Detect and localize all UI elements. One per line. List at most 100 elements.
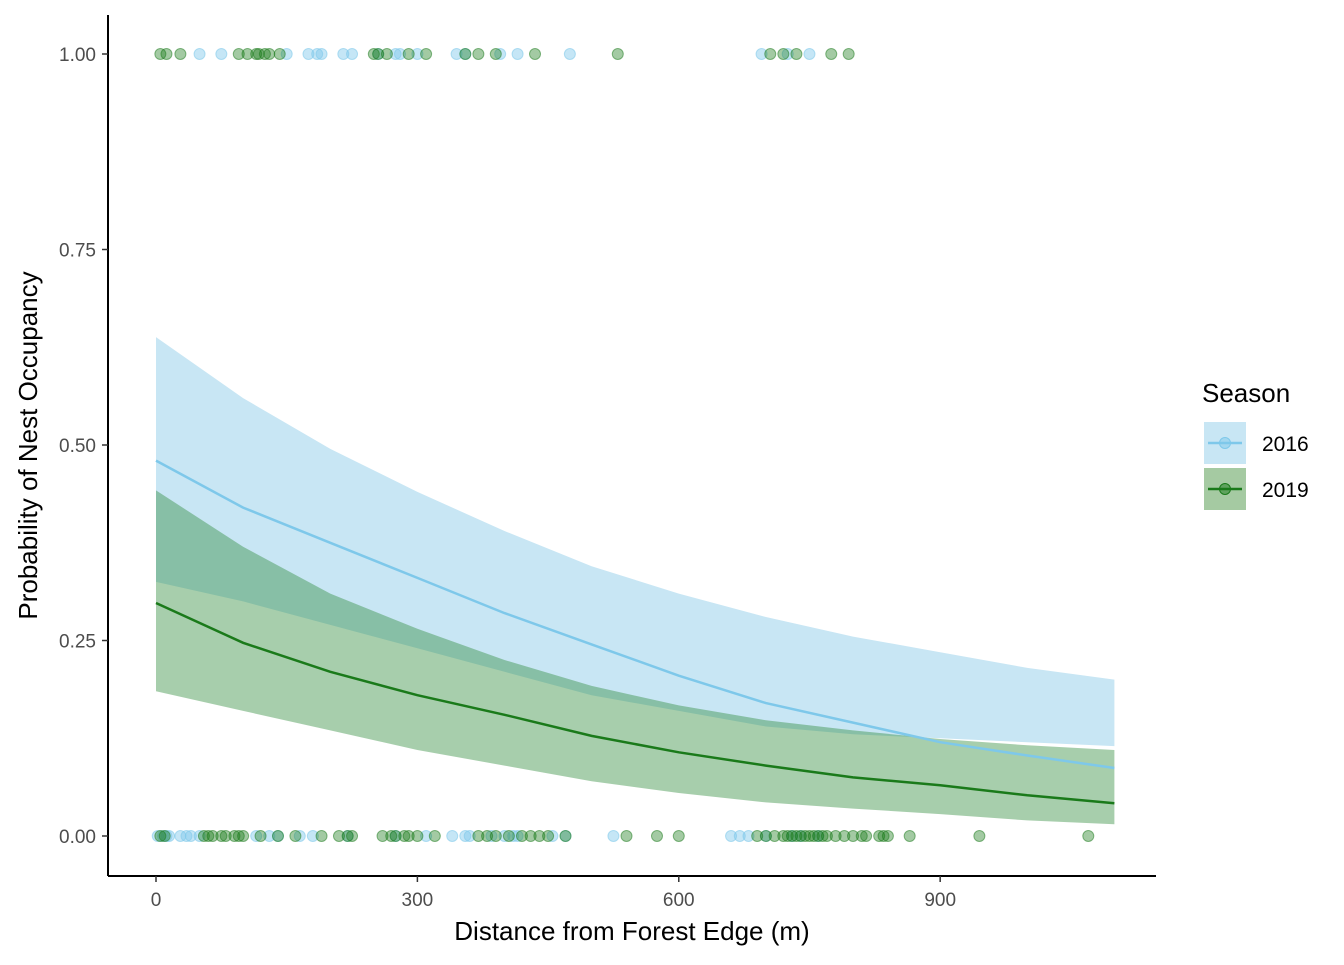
y-tick-label: 1.00 [59, 45, 96, 66]
point-2019-unoccupied [332, 830, 345, 842]
point-2019-unoccupied [472, 830, 485, 842]
point-2019-unoccupied [289, 830, 302, 842]
point-2019-occupied [459, 48, 472, 60]
point-2016-unoccupied [459, 830, 472, 842]
band-2019 [156, 490, 1115, 825]
point-2019-unoccupied [215, 830, 228, 842]
x-tick-label: 300 [402, 890, 434, 911]
point-2019-unoccupied [838, 830, 851, 842]
point-2019-occupied [380, 48, 393, 60]
point-2019-occupied [263, 48, 276, 60]
point-2019-occupied [790, 48, 803, 60]
point-2019-unoccupied [542, 830, 555, 842]
point-2019-unoccupied [398, 830, 411, 842]
point-2016-unoccupied [306, 830, 319, 842]
point-2019-unoccupied [315, 830, 328, 842]
y-axis-ticks: 0.00 0.25 0.50 0.75 1.00 [59, 45, 108, 848]
point-2019-occupied [777, 48, 790, 60]
point-2019-unoccupied [411, 830, 424, 842]
point-2016-occupied [315, 48, 328, 60]
legend-label-2016: 2016 [1262, 433, 1309, 456]
point-2016-unoccupied [485, 830, 498, 842]
point-2019-unoccupied [807, 830, 820, 842]
point-2019-occupied [252, 48, 265, 60]
point-2016-unoccupied [546, 830, 559, 842]
point-2019-unoccupied [860, 830, 873, 842]
point-2019-unoccupied [829, 830, 842, 842]
point-2016-occupied [494, 48, 507, 60]
point-2019-unoccupied [799, 830, 812, 842]
point-2016-occupied [450, 48, 463, 60]
point-2019-unoccupied [803, 830, 816, 842]
point-2019-unoccupied [816, 830, 829, 842]
y-tick-label: 0.75 [59, 241, 96, 262]
point-2019-unoccupied [786, 830, 799, 842]
point-2019-unoccupied [1082, 830, 1095, 842]
point-2019-unoccupied [481, 830, 494, 842]
x-tick-label: 600 [663, 890, 695, 911]
point-2019-occupied [160, 48, 173, 60]
point-2019-unoccupied [232, 830, 245, 842]
x-tick-label: 0 [151, 890, 162, 911]
point-2019-unoccupied [219, 830, 232, 842]
point-2016-occupied [389, 48, 402, 60]
point-2019-unoccupied [820, 830, 833, 842]
point-2016-occupied [215, 48, 228, 60]
point-2016-occupied [755, 48, 768, 60]
x-axis-ticks: 0 300 600 900 [151, 876, 956, 911]
point-2019-unoccupied [271, 830, 284, 842]
point-2019-unoccupied [855, 830, 868, 842]
point-2019-unoccupied [812, 830, 825, 842]
point-2016-unoccupied [174, 830, 187, 842]
point-2016-occupied [563, 48, 576, 60]
point-2019-occupied [232, 48, 245, 60]
point-2019-unoccupied [237, 830, 250, 842]
point-2019-unoccupied [781, 830, 794, 842]
point-2019-unoccupied [768, 830, 781, 842]
point-2016-unoccupied [742, 830, 755, 842]
point-2016-unoccupied [733, 830, 746, 842]
y-tick-label: 0.50 [59, 436, 96, 457]
point-2019-occupied [154, 48, 167, 60]
point-2016-occupied [337, 48, 350, 60]
point-2019-unoccupied [751, 830, 764, 842]
point-2019-unoccupied [847, 830, 860, 842]
point-2019-unoccupied [790, 830, 803, 842]
fit-lines [155, 459, 1115, 805]
point-2019-unoccupied [341, 830, 354, 842]
point-2016-unoccupied [446, 830, 459, 842]
point-2019-occupied [250, 48, 263, 60]
point-2019-unoccupied [524, 830, 537, 842]
point-2016-unoccupied [498, 830, 511, 842]
y-tick-label: 0.00 [59, 827, 96, 848]
point-2019-unoccupied [650, 830, 663, 842]
point-2019-unoccupied [881, 830, 894, 842]
y-axis-title: Probability of Nest Occupancy [13, 271, 43, 619]
point-2019-unoccupied [672, 830, 685, 842]
point-2016-unoccupied [263, 830, 276, 842]
point-2019-unoccupied [620, 830, 633, 842]
confidence-bands [156, 337, 1115, 825]
point-2019-unoccupied [428, 830, 441, 842]
legend-point-2019 [1219, 483, 1231, 495]
point-2016-occupied [511, 48, 524, 60]
point-2019-occupied [273, 48, 286, 60]
point-2019-unoccupied [206, 830, 219, 842]
point-2019-unoccupied [202, 830, 215, 842]
point-2016-unoccupied [293, 830, 306, 842]
point-2019-occupied [372, 48, 385, 60]
point-2019-unoccupied [533, 830, 546, 842]
point-2019-unoccupied [559, 830, 572, 842]
point-2016-occupied [411, 48, 424, 60]
point-2019-occupied [420, 48, 433, 60]
band-2016 [156, 337, 1115, 747]
point-2019-unoccupied [154, 830, 167, 842]
fit-line-2019 [155, 601, 1115, 805]
point-2019-unoccupied [759, 830, 772, 842]
point-2019-unoccupied [502, 830, 515, 842]
x-axis-title: Distance from Forest Edge (m) [454, 916, 809, 946]
legend-label-2019: 2019 [1262, 479, 1309, 502]
point-2019-occupied [489, 48, 502, 60]
point-2019-unoccupied [903, 830, 916, 842]
